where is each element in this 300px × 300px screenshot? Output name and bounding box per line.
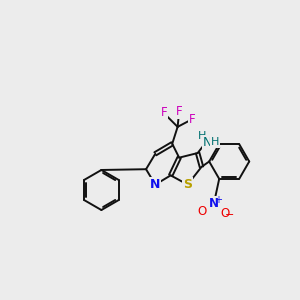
Text: N: N — [203, 136, 212, 149]
Text: F: F — [189, 113, 196, 126]
Text: N: N — [150, 178, 160, 191]
Text: +: + — [214, 195, 222, 205]
Text: S: S — [183, 178, 192, 191]
Text: H: H — [198, 131, 206, 141]
Text: O: O — [198, 205, 207, 218]
Text: F: F — [176, 105, 182, 118]
Text: F: F — [160, 106, 167, 119]
Text: H: H — [210, 137, 219, 147]
Text: −: − — [225, 210, 235, 220]
Text: N: N — [209, 197, 219, 210]
Text: O: O — [221, 207, 230, 220]
